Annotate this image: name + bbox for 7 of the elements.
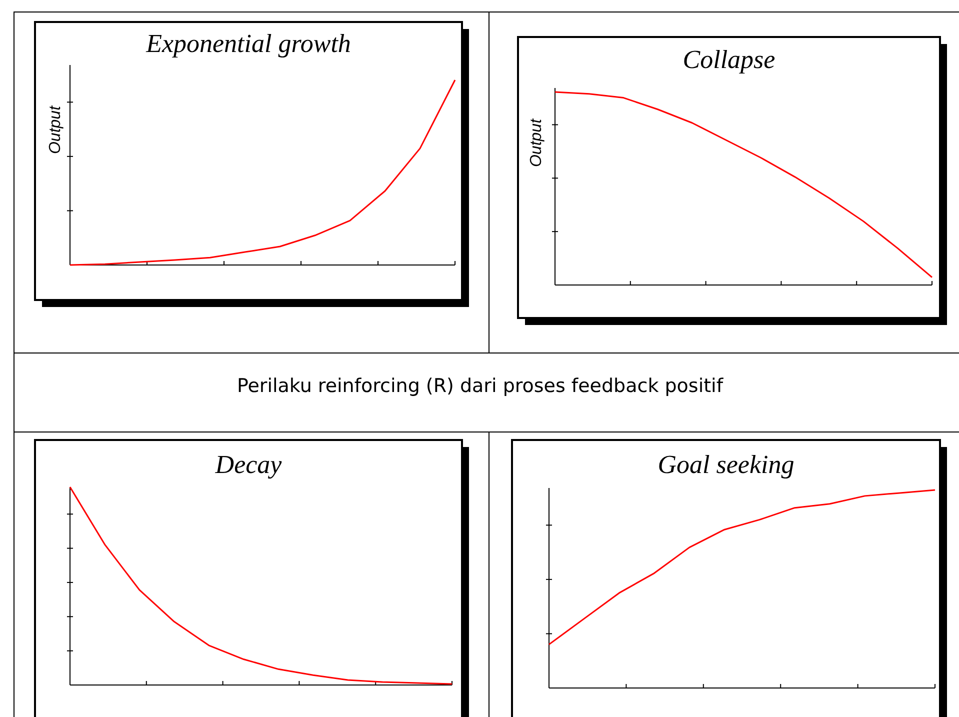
chart-title: Decay [214,450,282,479]
chart-title: Collapse [682,45,776,74]
chart-title: Exponential growth [145,29,351,58]
chart-title: Goal seeking [658,450,794,479]
y-axis-title: Output [528,118,545,168]
text: Perilaku reinforcing (R) dari proses feedback positif [236,375,724,397]
y-axis-title: Output [47,105,64,154]
